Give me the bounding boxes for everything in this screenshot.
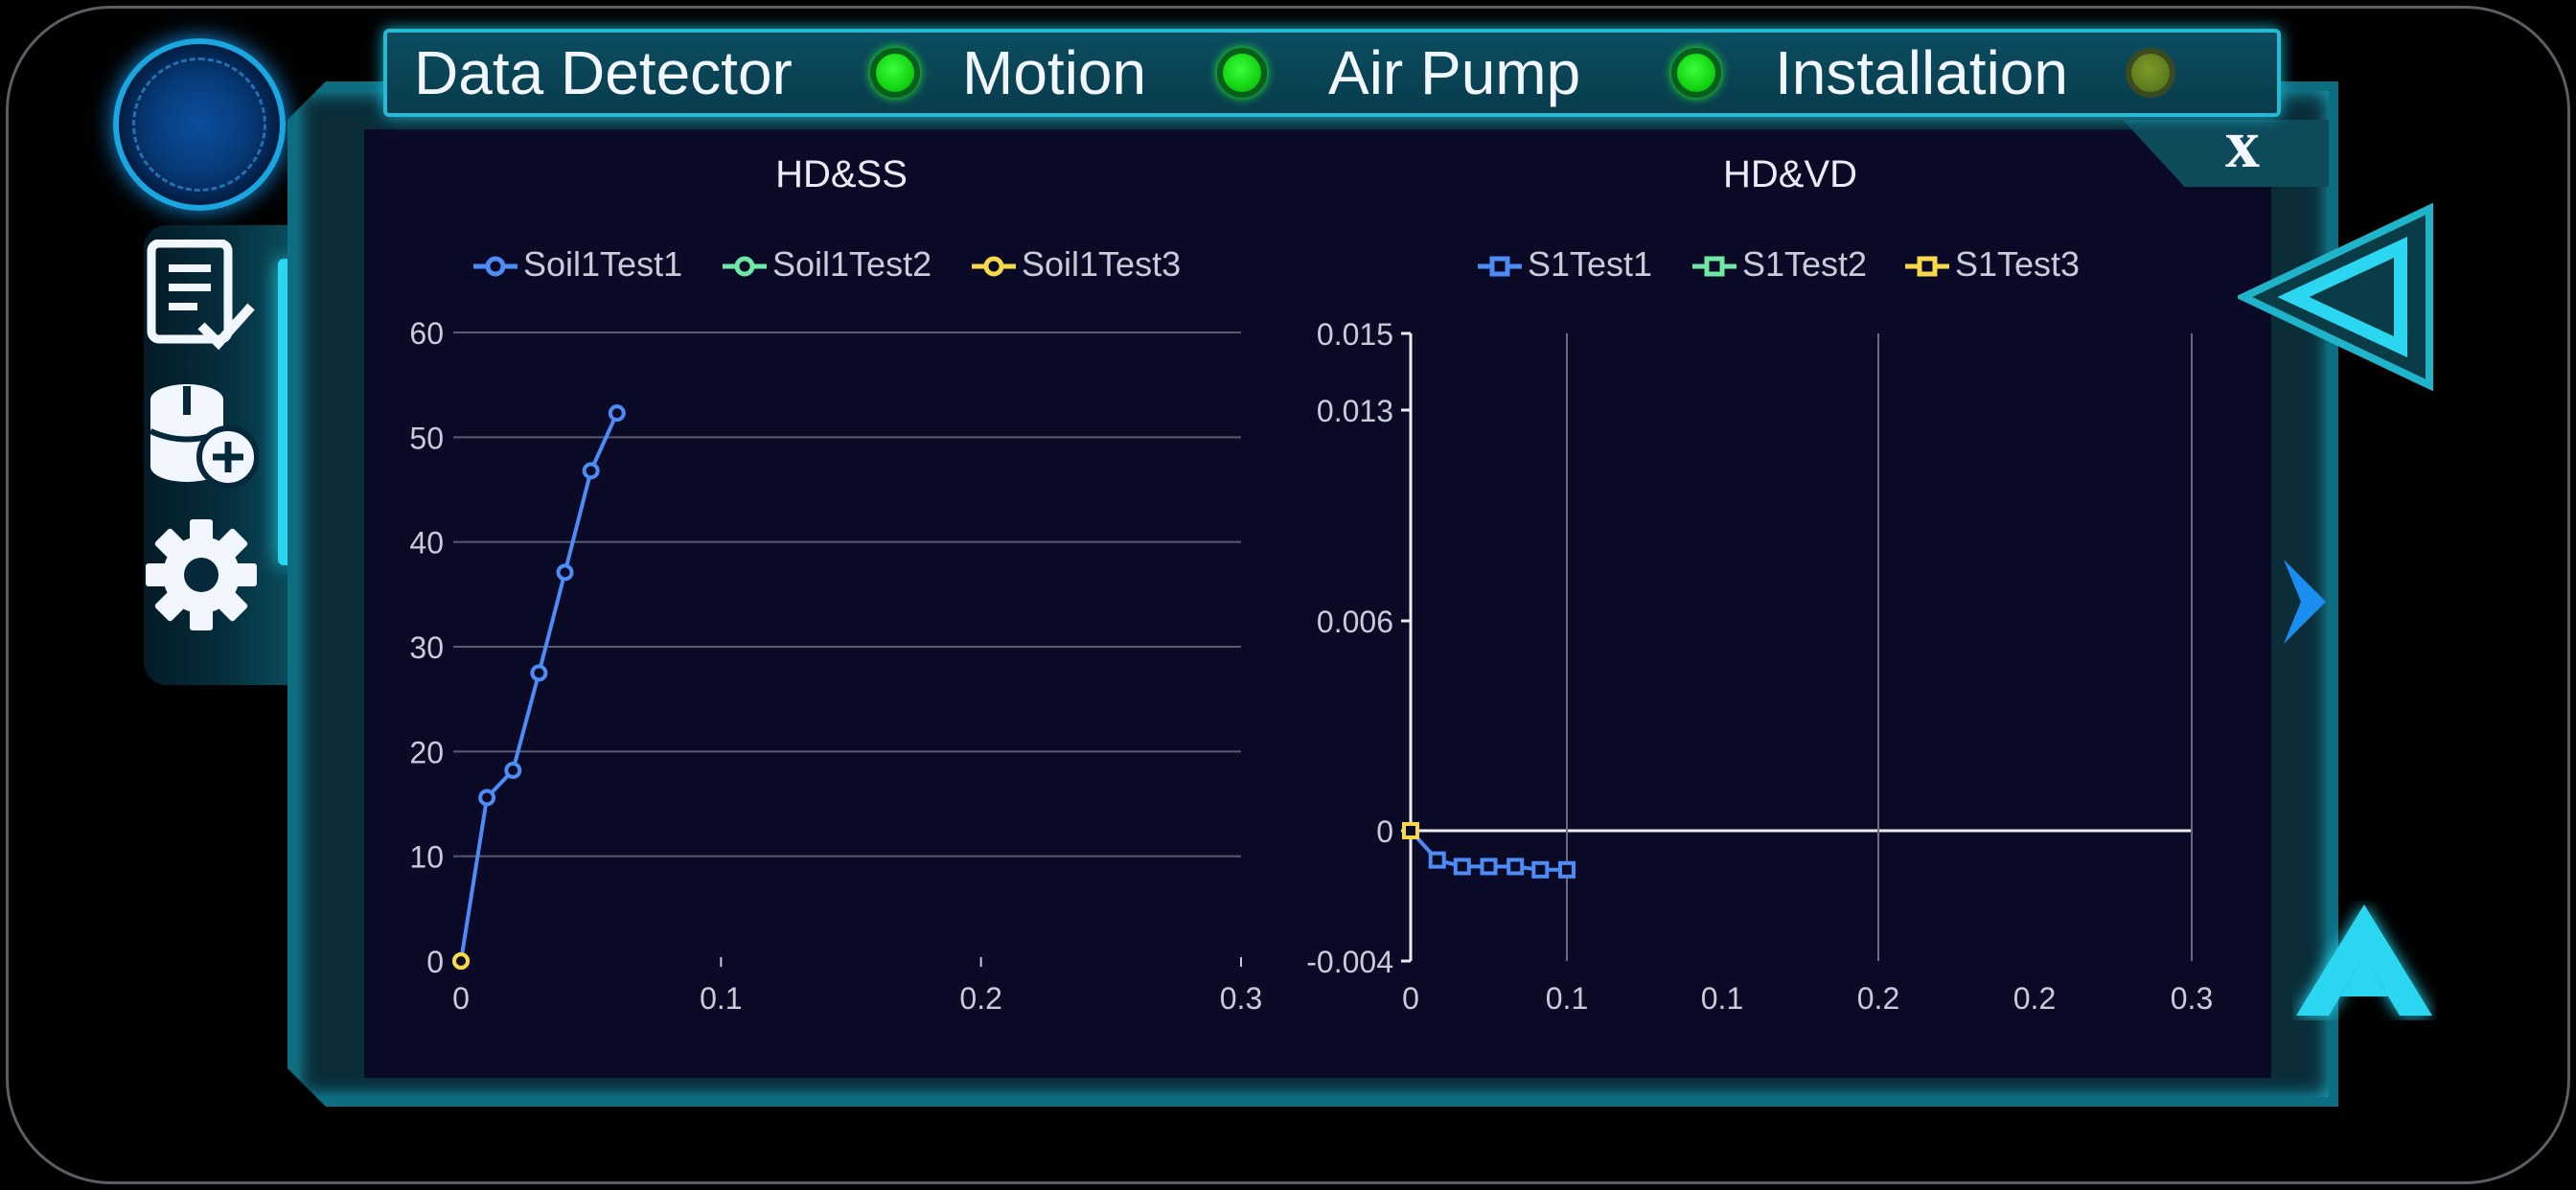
- legend-marker-yellow: [1905, 256, 1949, 277]
- chart-area: [364, 129, 2271, 1078]
- status-led-data-detector: [870, 48, 920, 98]
- status-led-motion: [1217, 48, 1267, 98]
- legend-item[interactable]: S1Test1: [1476, 244, 1652, 285]
- status-label-air-pump: Air Pump: [1328, 38, 1581, 107]
- legend-item[interactable]: Soil1Test1: [472, 244, 682, 285]
- legend-item[interactable]: S1Test3: [1903, 244, 2080, 285]
- chevron-right-icon[interactable]: [2276, 554, 2334, 650]
- status-bar: Data Detector Motion Air Pump Installati…: [383, 29, 2281, 117]
- status-led-air-pump: [1671, 48, 1721, 98]
- legend-marker-yellow: [972, 256, 1016, 277]
- legend-item[interactable]: Soil1Test2: [721, 244, 932, 285]
- gear-icon[interactable]: [144, 517, 259, 632]
- legend-marker-blue: [1478, 256, 1522, 277]
- status-label-motion: Motion: [962, 38, 1147, 107]
- legend-item[interactable]: Soil1Test3: [970, 244, 1181, 285]
- status-label-data-detector: Data Detector: [414, 38, 793, 107]
- legend-label: S1Test1: [1528, 244, 1653, 284]
- status-label-installation: Installation: [1775, 38, 2068, 107]
- legend-label: Soil1Test3: [1022, 244, 1182, 284]
- legend-marker-blue: [473, 256, 518, 277]
- home-orb-button[interactable]: [113, 38, 286, 211]
- up-arrow-icon[interactable]: [2292, 901, 2436, 1020]
- legend-label: Soil1Test2: [772, 244, 932, 284]
- close-button[interactable]: x: [2225, 105, 2260, 182]
- legend-marker-green: [1692, 256, 1736, 277]
- back-triangle-icon[interactable]: [2238, 201, 2439, 393]
- legend-marker-green: [723, 256, 767, 277]
- status-led-installation: [2126, 48, 2175, 98]
- legend-label: S1Test3: [1955, 244, 2081, 284]
- chart2-title: HD&VD: [1722, 153, 1858, 195]
- legend-label: S1Test2: [1742, 244, 1868, 284]
- chart1-title: HD&SS: [775, 153, 908, 195]
- legend-label: Soil1Test1: [523, 244, 683, 284]
- report-check-icon[interactable]: [144, 240, 259, 355]
- database-add-icon[interactable]: [144, 378, 259, 493]
- legend-item[interactable]: S1Test2: [1690, 244, 1867, 285]
